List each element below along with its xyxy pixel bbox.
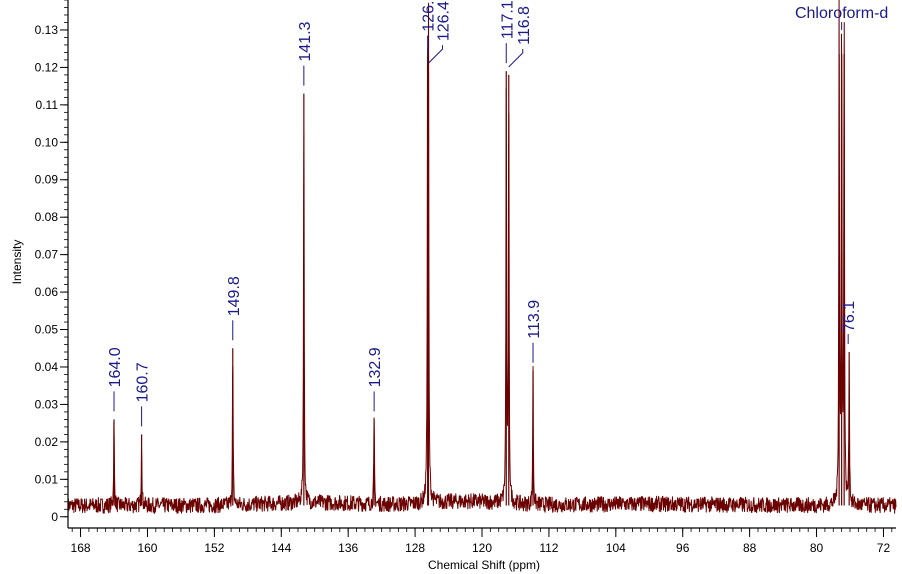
x-tick-label: 112 [539, 541, 558, 555]
peak-label-116-8: 116.8 [516, 6, 533, 45]
y-tick-label: 0.08 [35, 210, 59, 224]
y-tick-label: 0.02 [35, 435, 59, 449]
peak-label-149-8: 149.8 [226, 276, 243, 316]
peak-label-116-8-leader [508, 48, 524, 68]
y-tick-label: 0.10 [35, 135, 59, 149]
peak-label-113-9: 113.9 [526, 300, 543, 339]
peak-label-117-1: 117.1 [499, 0, 516, 39]
y-tick-label: 0 [51, 510, 58, 524]
y-tick-label: 0.01 [35, 472, 59, 486]
peak-label-76-1: 76.1 [841, 301, 858, 332]
plot-area [67, 0, 897, 514]
x-tick-label: 80 [810, 541, 824, 555]
x-tick-label: 168 [71, 541, 91, 555]
peak-label-160-7: 160.7 [135, 362, 152, 402]
y-axis-title: Intensity [10, 240, 24, 285]
peak-label-126-4: 126.4 [435, 1, 452, 41]
peak-label-126-4-leader [428, 45, 443, 64]
peak-label-141-3: 141.3 [297, 21, 314, 61]
x-tick-label: 136 [338, 541, 358, 555]
y-tick-label: 0.06 [35, 285, 59, 299]
peak-label-164-0: 164.0 [107, 347, 124, 387]
y-tick-label: 0.09 [35, 173, 59, 187]
y-tick-label: 0.07 [35, 248, 59, 262]
x-tick-label: 152 [204, 541, 224, 555]
x-tick-label: 104 [606, 541, 626, 555]
axes: 0 0.01 0.02 0.03 0.04 0.05 0.06 0.07 0.08 0.09 0.1… [35, 0, 896, 555]
y-tick-label: 0.11 [36, 98, 59, 112]
x-axis-title: Chemical Shift (ppm) [428, 558, 540, 572]
peak-label-132-9: 132.9 [367, 347, 384, 387]
y-tick-label: 0.12 [35, 60, 59, 74]
x-tick-label: 88 [743, 541, 757, 555]
y-tick-label: 0.04 [35, 360, 59, 374]
x-tick-label: 72 [877, 541, 891, 555]
x-tick-label: 160 [137, 541, 157, 555]
spectrum-trace [67, 0, 897, 514]
x-tick-label: 96 [676, 541, 690, 555]
solvent-label: Chloroform-d [795, 5, 888, 22]
x-tick-label: 128 [405, 541, 425, 555]
x-tick-label: 120 [472, 541, 492, 555]
peak-label-126-5: 126.5 [421, 0, 438, 32]
y-tick-label: 0.13 [35, 23, 59, 37]
x-tick-label: 144 [271, 541, 291, 555]
y-tick-label: 0.05 [35, 323, 59, 337]
y-tick-label: 0.03 [35, 397, 59, 411]
